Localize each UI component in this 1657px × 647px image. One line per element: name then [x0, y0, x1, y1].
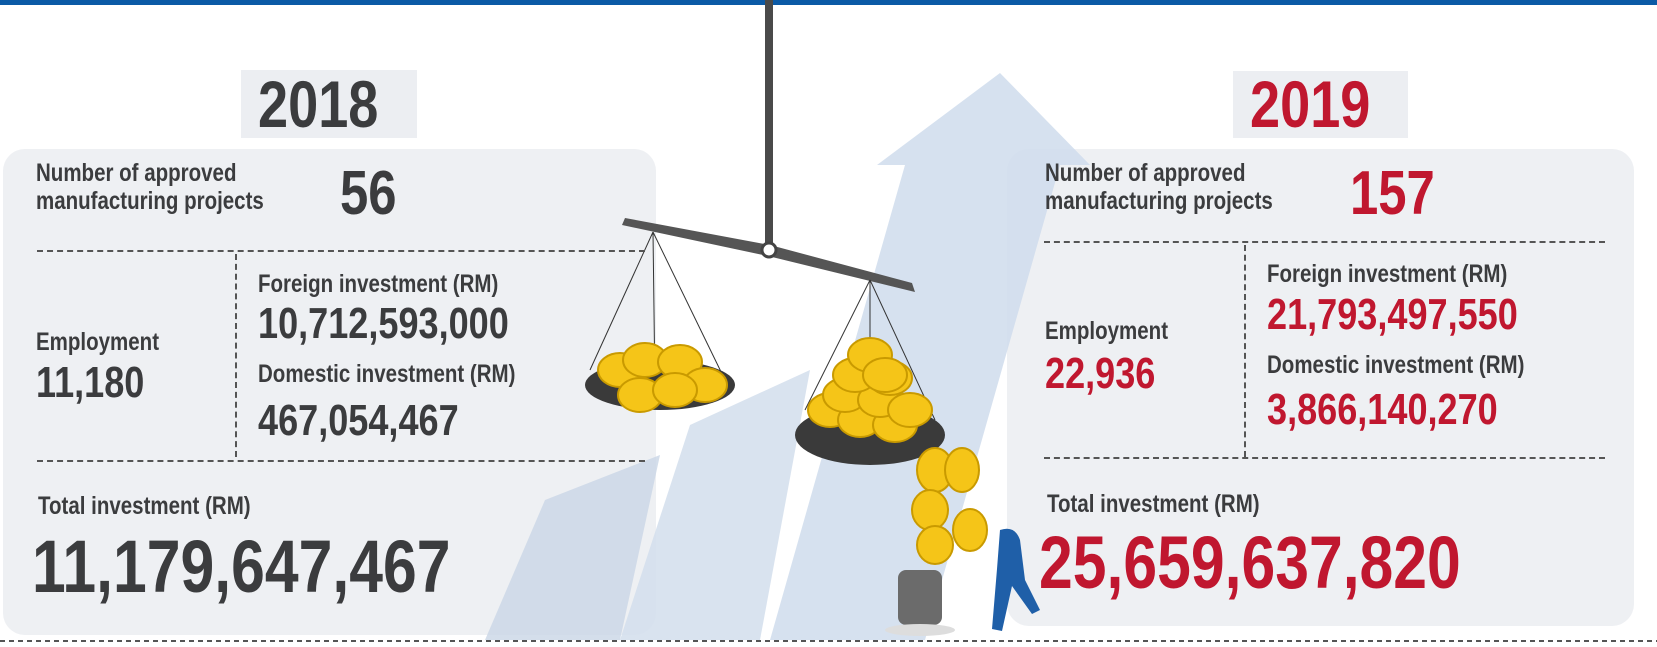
foreign-value: 10,712,593,000: [258, 300, 509, 348]
infographic: 2018 Number of approved manufacturing pr…: [0, 0, 1657, 647]
employment-value: 22,936: [1045, 350, 1155, 398]
robot: [898, 570, 942, 625]
divider: [1044, 241, 1605, 243]
divider: [1244, 245, 1246, 457]
domestic-label: Domestic investment (RM): [1267, 352, 1524, 380]
shadow: [885, 624, 955, 636]
total-value: 11,179,647,467: [32, 526, 450, 607]
domestic-value: 467,054,467: [258, 397, 459, 445]
divider: [37, 250, 645, 252]
year: 2019: [1250, 68, 1370, 141]
projects-value: 56: [340, 160, 397, 228]
pivot: [762, 243, 776, 257]
employment-label: Employment: [36, 329, 159, 357]
divider: [1044, 457, 1605, 459]
divider: [235, 254, 237, 457]
divider: [37, 460, 645, 462]
employment-label: Employment: [1045, 318, 1168, 346]
domestic-value: 3,866,140,270: [1267, 386, 1498, 434]
year: 2018: [258, 68, 378, 141]
total-value: 25,659,637,820: [1039, 522, 1461, 603]
total-label: Total investment (RM): [1047, 491, 1260, 519]
projects-label: Number of approved manufacturing project…: [36, 160, 282, 215]
total-label: Total investment (RM): [38, 493, 251, 521]
person: [992, 529, 1040, 631]
foreign-value: 21,793,497,550: [1267, 291, 1518, 339]
projects-value: 157: [1350, 160, 1435, 228]
scale-pole: [765, 0, 773, 250]
domestic-label: Domestic investment (RM): [258, 361, 515, 389]
employment-value: 11,180: [36, 359, 144, 407]
foreign-label: Foreign investment (RM): [258, 271, 498, 299]
foreign-label: Foreign investment (RM): [1267, 261, 1507, 289]
projects-label: Number of approved manufacturing project…: [1045, 160, 1291, 215]
